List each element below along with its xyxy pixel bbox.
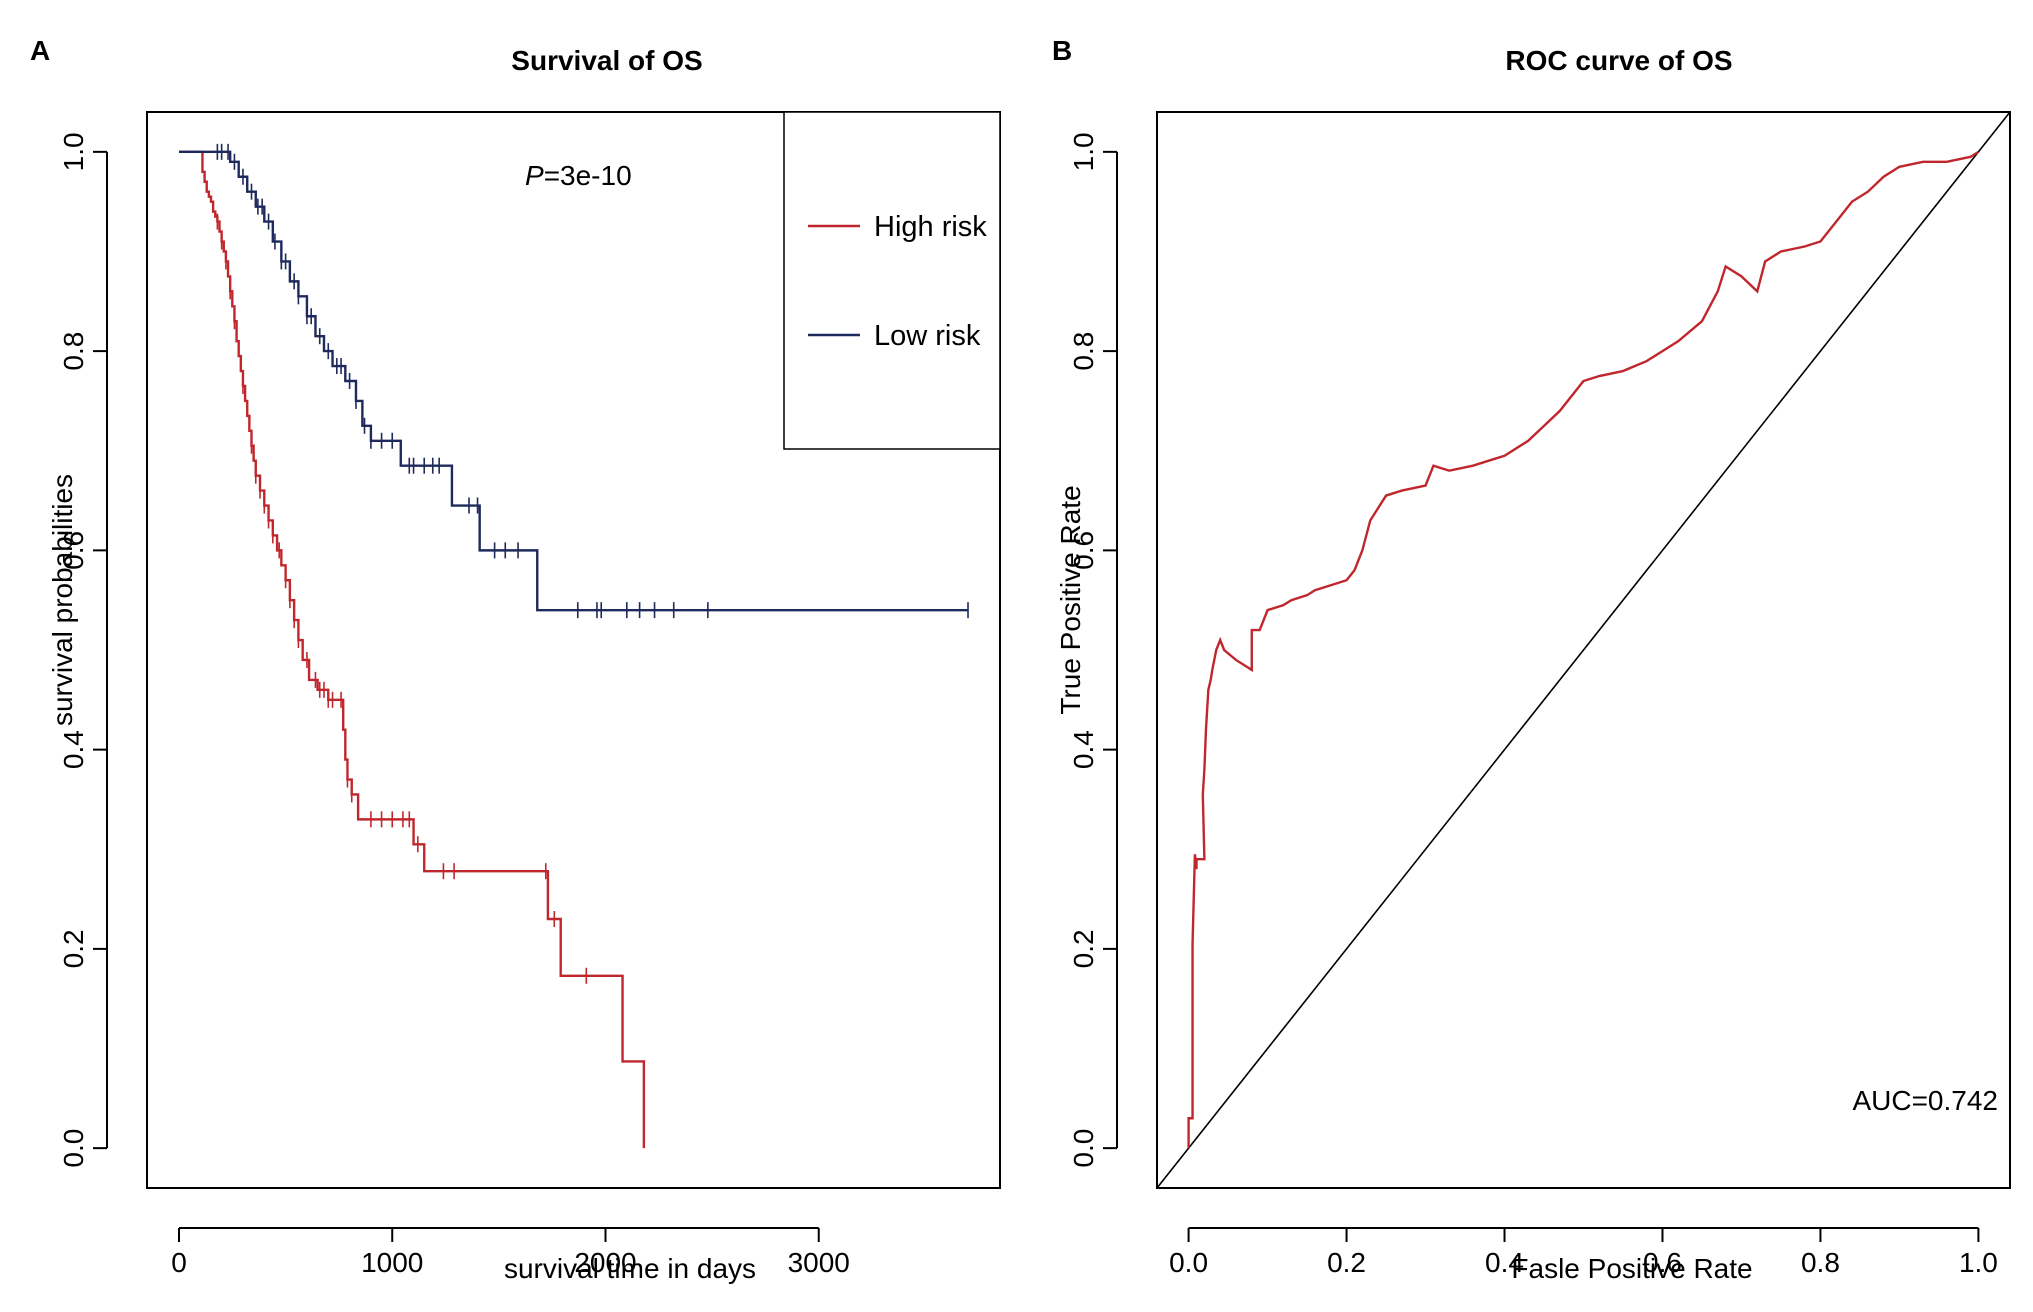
survival-y-tick-label: 0.4 — [58, 730, 89, 769]
panel-a-letter: A — [30, 35, 50, 66]
p-value-annotation: P=3e-10 — [525, 160, 632, 191]
survival-plot-frame — [146, 111, 1001, 1189]
survival-x-axis-label: survival time in days — [504, 1253, 756, 1284]
auc-annotation: AUC=0.742 — [1852, 1085, 1998, 1116]
roc-x-tick-label: 0.4 — [1485, 1247, 1524, 1278]
survival-y-tick-label: 0.0 — [58, 1129, 89, 1168]
legend-low-risk-label: Low risk — [874, 320, 981, 352]
survival-legend: High risk Low risk — [783, 111, 1001, 450]
survival-x-tick-label: 0 — [171, 1247, 187, 1278]
survival-x-tick-label: 3000 — [788, 1247, 850, 1278]
roc-x-axis-label: Fasle Positive Rate — [1511, 1253, 1752, 1284]
roc-x-tick-label: 0.8 — [1801, 1247, 1840, 1278]
legend-high-risk-label: High risk — [874, 211, 987, 243]
survival-x-tick-label: 1000 — [361, 1247, 423, 1278]
survival-y-axis-label: survival probabilities — [47, 474, 78, 726]
survival-chart-title: Survival of OS — [511, 45, 702, 76]
roc-x-tick-label: 0.0 — [1169, 1247, 1208, 1278]
survival-chart: Survival of OS 0.0 0.2 0.4 0.6 0.8 1.0 0 1000 2… — [47, 45, 1001, 1284]
roc-plot-frame — [1156, 111, 2011, 1189]
roc-diagonal-line — [1156, 111, 2011, 1189]
roc-y-tick-label: 0.2 — [1068, 929, 1099, 968]
roc-chart-title: ROC curve of OS — [1505, 45, 1732, 76]
roc-y-tick-label: 0.6 — [1068, 531, 1099, 570]
roc-y-tick-label: 0.4 — [1068, 730, 1099, 769]
roc-y-tick-label: 0.8 — [1068, 332, 1099, 371]
roc-x-tick-label: 1.0 — [1959, 1247, 1998, 1278]
p-value-text: =3e-10 — [544, 160, 632, 191]
roc-y-tick-label: 1.0 — [1068, 132, 1099, 171]
roc-chart: ROC curve of OS 0.0 0.2 0.4 0.6 0.8 1.0 0.0 0.… — [1055, 45, 2011, 1284]
low-risk-survival-curve — [178, 150, 969, 612]
roc-curve — [1187, 150, 1980, 1149]
p-value-symbol: P — [525, 160, 544, 191]
panel-b-letter: B — [1052, 35, 1072, 66]
survival-y-tick-label: 1.0 — [58, 132, 89, 171]
roc-y-tick-label: 0.0 — [1068, 1129, 1099, 1168]
survival-y-tick-label: 0.8 — [58, 332, 89, 371]
roc-x-tick-label: 0.2 — [1327, 1247, 1366, 1278]
survival-y-tick-label: 0.6 — [58, 531, 89, 570]
survival-y-tick-label: 0.2 — [58, 929, 89, 968]
high-risk-survival-curve — [178, 150, 646, 1149]
roc-x-tick-label: 0.6 — [1643, 1247, 1682, 1278]
roc-y-axis-label: True Positive Rate — [1055, 485, 1086, 714]
legend-box — [783, 111, 1001, 450]
survival-x-tick-label: 2000 — [574, 1247, 636, 1278]
